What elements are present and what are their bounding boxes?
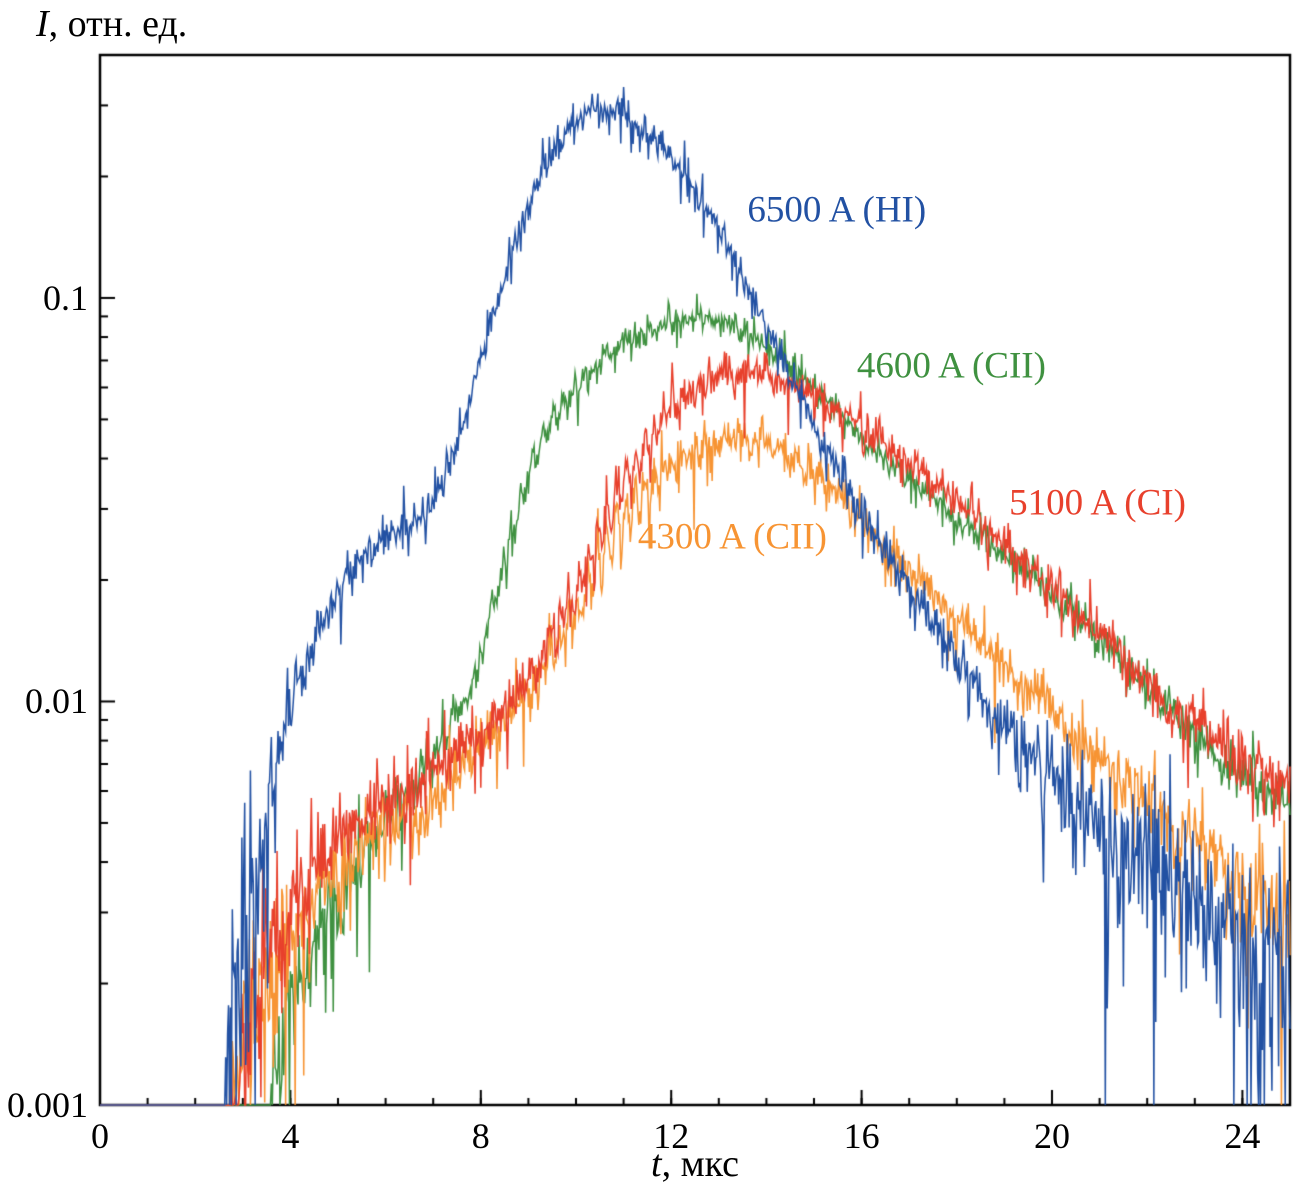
y-axis-title-symbol: I <box>36 3 49 45</box>
series-label-6500-a-hi: 6500 A (HI) <box>747 189 927 231</box>
series-label-5100-a-ci: 5100 A (CI) <box>1009 482 1186 524</box>
x-axis-title: t, мкс <box>651 1142 739 1186</box>
series-label-4600-a-cii: 4600 A (CII) <box>856 345 1046 387</box>
y-tick-label: 0.001 <box>7 1085 88 1125</box>
y-tick-label: 0.01 <box>25 681 88 722</box>
x-tick-label: 12 <box>653 1116 690 1156</box>
x-tick-label: 16 <box>843 1116 880 1156</box>
x-tick-label: 8 <box>471 1116 490 1156</box>
x-tick-label: 24 <box>1224 1116 1261 1156</box>
x-tick-label: 4 <box>281 1116 300 1156</box>
x-axis-title-symbol: t <box>651 1143 662 1185</box>
series-label-4300-a-cii: 4300 A (CII) <box>637 516 827 558</box>
x-axis-title-units: , мкс <box>661 1143 739 1185</box>
y-axis-title-units: , отн. ед. <box>48 3 188 45</box>
y-tick-label: 0.1 <box>43 277 88 318</box>
y-axis-title: I, отн. ед. <box>36 2 187 46</box>
x-tick-label: 20 <box>1034 1116 1070 1156</box>
x-tick-label: 0 <box>91 1116 109 1156</box>
